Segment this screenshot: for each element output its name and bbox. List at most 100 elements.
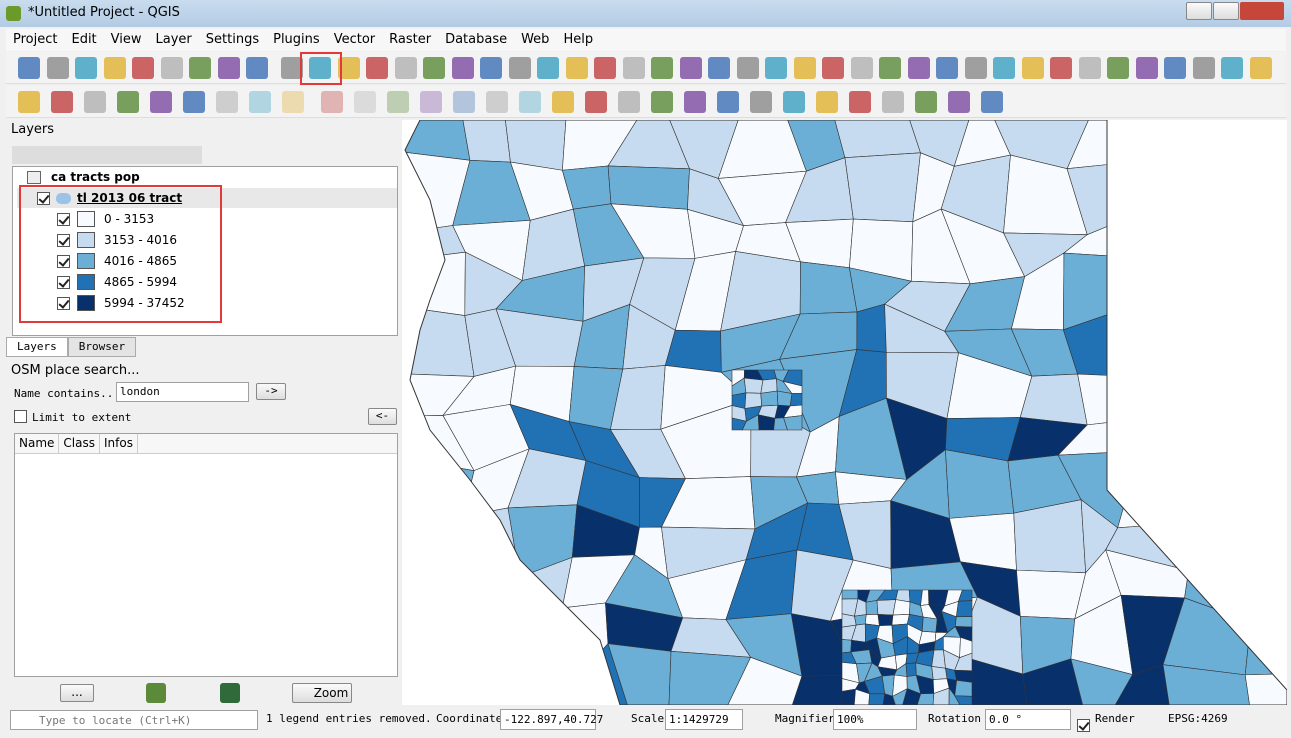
tool-button[interactable] [816, 91, 838, 113]
menu-item[interactable]: Project [13, 32, 58, 47]
panel-tab[interactable]: Browser [67, 337, 137, 357]
tool-button[interactable] [451, 57, 474, 79]
coordinate-field[interactable]: -122.897,40.727 [500, 709, 603, 730]
tool-button[interactable] [282, 91, 304, 113]
column-header[interactable]: Name [15, 434, 60, 453]
tool-button[interactable] [822, 57, 844, 79]
tool-button[interactable] [519, 91, 541, 113]
menu-item[interactable]: Settings [205, 32, 260, 47]
tool-button[interactable] [948, 91, 970, 113]
icon-button[interactable] [146, 683, 166, 703]
tool-button[interactable] [354, 91, 376, 113]
menu-item[interactable]: View [110, 32, 142, 47]
tool-button[interactable] [783, 91, 805, 113]
crs-button[interactable]: EPSG:4269 [1168, 712, 1228, 725]
tool-button[interactable] [936, 57, 958, 79]
tool-button[interactable] [217, 57, 240, 79]
tool-button[interactable] [882, 91, 904, 113]
menu-item[interactable]: Layer [155, 32, 192, 47]
tool-button[interactable] [280, 57, 303, 79]
legend-checkbox[interactable] [57, 212, 70, 226]
tool-button[interactable] [387, 91, 409, 113]
tool-button[interactable] [1078, 57, 1101, 79]
tool-button[interactable] [850, 57, 873, 79]
tool-button[interactable] [594, 57, 616, 79]
tool-button[interactable] [879, 57, 901, 79]
layer-row[interactable]: ca tracts pop [27, 167, 140, 187]
menu-item[interactable]: Vector [333, 32, 376, 47]
legend-checkbox[interactable] [57, 233, 70, 247]
tool-button[interactable] [420, 91, 442, 113]
maximize-button[interactable] [1213, 2, 1239, 20]
tool-button[interactable] [486, 91, 508, 113]
layer-row[interactable]: tl 2013 06 tract [17, 188, 397, 208]
rotation-field[interactable]: 0.0 ° [985, 709, 1071, 730]
tool-button[interactable] [1249, 57, 1272, 79]
tool-button[interactable] [585, 91, 607, 113]
tool-button[interactable] [981, 91, 1003, 113]
column-header[interactable]: Infos [100, 434, 138, 453]
tool-button[interactable] [249, 91, 271, 113]
close-button[interactable] [1240, 2, 1284, 20]
tool-button[interactable] [765, 57, 787, 79]
tool-button[interactable] [508, 57, 531, 79]
icon-button[interactable] [220, 683, 240, 703]
tool-button[interactable] [651, 91, 673, 113]
back-button[interactable]: <- [368, 408, 397, 425]
tool-button[interactable] [117, 91, 139, 113]
tool-button[interactable] [618, 91, 640, 113]
tool-button[interactable] [750, 91, 772, 113]
tool-button[interactable] [132, 57, 154, 79]
legend-checkbox[interactable] [57, 254, 70, 268]
tool-button[interactable] [736, 57, 759, 79]
tool-button[interactable] [46, 57, 69, 79]
tool-button[interactable] [75, 57, 97, 79]
tool-button[interactable] [480, 57, 502, 79]
legend-checkbox[interactable] [57, 296, 70, 310]
tool-button[interactable] [453, 91, 475, 113]
tool-button[interactable] [84, 91, 106, 113]
legend-row[interactable]: 0 - 3153 [57, 209, 154, 229]
tool-button[interactable] [1135, 57, 1158, 79]
tool-button[interactable] [679, 57, 702, 79]
tool-button[interactable] [51, 91, 73, 113]
panel-tab[interactable]: Layers [6, 337, 68, 357]
tool-button[interactable] [366, 57, 388, 79]
minimize-button[interactable] [1186, 2, 1212, 20]
search-input[interactable]: london [116, 382, 249, 402]
zoom-button[interactable]: Zoom [292, 683, 352, 703]
tool-button[interactable] [622, 57, 645, 79]
tool-button[interactable] [246, 57, 268, 79]
tool-button[interactable] [321, 91, 343, 113]
column-header[interactable]: Class [59, 434, 100, 453]
scale-field[interactable]: 1:1429729 [665, 709, 743, 730]
tool-button[interactable] [189, 57, 211, 79]
legend-row[interactable]: 5994 - 37452 [57, 293, 185, 313]
legend-checkbox[interactable] [57, 275, 70, 289]
tool-button[interactable] [1021, 57, 1044, 79]
tool-button[interactable] [793, 57, 816, 79]
limit-checkbox[interactable] [14, 409, 27, 423]
layer-checkbox[interactable] [37, 191, 50, 205]
tool-button[interactable] [103, 57, 126, 79]
tool-button[interactable] [1221, 57, 1243, 79]
tool-button[interactable] [337, 57, 360, 79]
tool-button[interactable] [1050, 57, 1072, 79]
tool-button[interactable] [651, 57, 673, 79]
menu-item[interactable]: Edit [71, 32, 97, 47]
menu-item[interactable]: Help [563, 32, 594, 47]
search-button[interactable]: -> [256, 383, 286, 400]
tool-button[interactable] [150, 91, 172, 113]
tool-button[interactable] [964, 57, 987, 79]
tool-button[interactable] [1192, 57, 1215, 79]
tool-button[interactable] [18, 91, 40, 113]
tool-button[interactable] [915, 91, 937, 113]
menu-item[interactable]: Raster [389, 32, 432, 47]
menu-item[interactable]: Plugins [273, 32, 320, 47]
tool-button[interactable] [183, 91, 205, 113]
legend-row[interactable]: 3153 - 4016 [57, 230, 177, 250]
tool-button[interactable] [394, 57, 417, 79]
tool-button[interactable] [537, 57, 559, 79]
tool-button[interactable] [423, 57, 445, 79]
tool-button[interactable] [993, 57, 1015, 79]
